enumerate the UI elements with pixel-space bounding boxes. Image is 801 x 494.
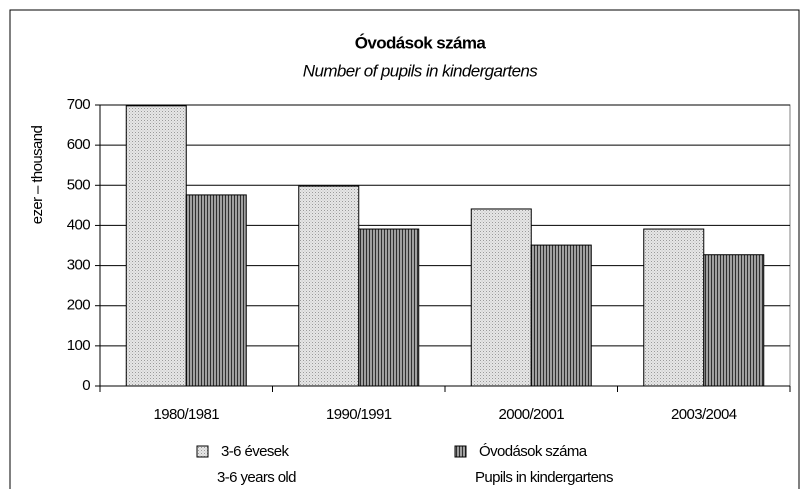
- y-tick-label: 200: [67, 297, 90, 314]
- chart-frame: [9, 9, 800, 489]
- x-tick-label: 1990/1991: [326, 406, 392, 423]
- y-tick-label: 300: [67, 257, 90, 274]
- chart-subtitle: Number of pupils in kindergartens: [303, 61, 538, 80]
- bar: [358, 228, 420, 387]
- x-tick-label: 2000/2001: [498, 406, 564, 423]
- y-tick-label: 700: [67, 96, 90, 113]
- y-tick-label: 400: [67, 216, 90, 233]
- bar: [125, 105, 187, 387]
- bar: [643, 228, 705, 387]
- bar: [470, 208, 532, 387]
- legend-label: 3-6 évesek: [221, 443, 289, 460]
- y-tick-label: 600: [67, 136, 90, 153]
- legend-label: Óvodások száma: [479, 443, 588, 460]
- y-tick-label: 500: [67, 176, 90, 193]
- bar: [185, 194, 247, 387]
- bar: [703, 254, 765, 387]
- chart-title: Óvodások száma: [355, 33, 487, 52]
- x-tick-label: 2003/2004: [671, 406, 737, 423]
- bar: [530, 244, 592, 387]
- bar: [298, 185, 360, 387]
- y-tick-label: 0: [82, 377, 90, 394]
- legend-swatch: [196, 445, 209, 458]
- x-tick-label: 1980/1981: [153, 406, 219, 423]
- y-tick-label: 100: [67, 337, 90, 354]
- legend-label-en: Pupils in kindergartens: [475, 469, 613, 486]
- legend-label-en: 3-6 years old: [217, 469, 296, 486]
- legend-swatch: [454, 445, 467, 458]
- y-axis-label: ezer – thousand: [29, 125, 46, 224]
